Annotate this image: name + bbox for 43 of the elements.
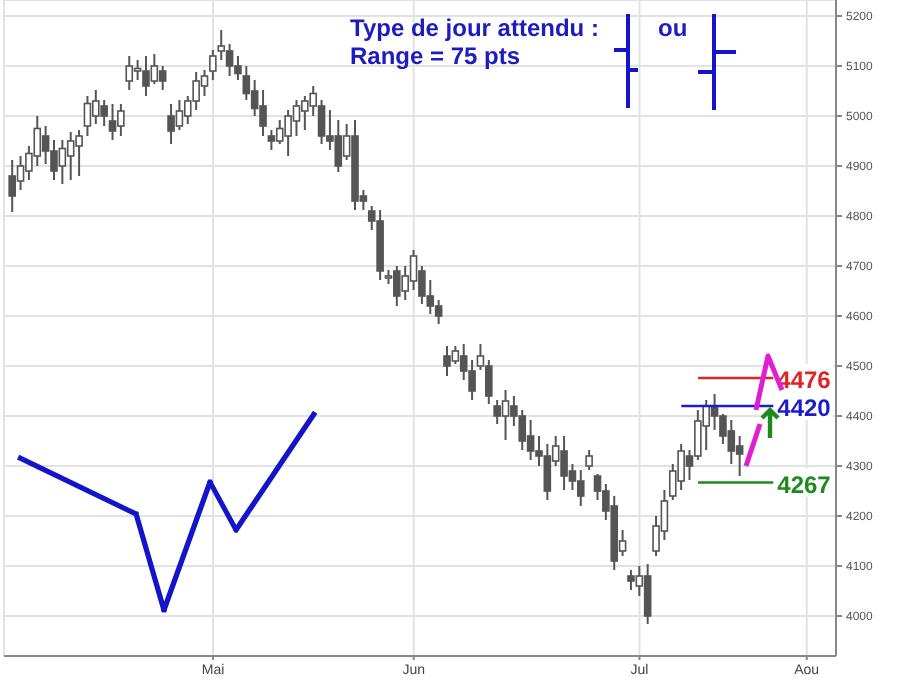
candlestick <box>735 435 744 477</box>
candlestick <box>92 89 100 125</box>
candlestick <box>501 389 510 441</box>
candlestick <box>41 125 50 165</box>
candlestick <box>125 55 134 91</box>
candlestick <box>434 299 443 325</box>
candlestick <box>485 359 493 405</box>
annotation: Range = 75 pts <box>350 42 523 70</box>
candlestick <box>727 419 736 465</box>
candlestick <box>493 399 501 425</box>
candlestick <box>133 59 142 81</box>
candlestick <box>242 65 251 101</box>
candlestick <box>58 139 67 185</box>
candlestick <box>66 131 75 181</box>
annotation: ou <box>658 14 688 42</box>
candlestick <box>560 435 568 491</box>
candlestick <box>543 443 552 501</box>
candlestick <box>585 449 593 471</box>
candlestick <box>158 65 167 91</box>
annotation: Type de jour attendu : <box>350 14 599 42</box>
candlestick <box>393 265 401 307</box>
candlestick <box>317 99 326 145</box>
ref-line-label: 4476 <box>777 366 832 394</box>
candlestick <box>443 345 451 377</box>
candlestick <box>292 99 301 137</box>
candlestick <box>267 129 276 151</box>
candlestick <box>142 55 150 97</box>
candlestick <box>100 99 108 127</box>
candlestick <box>576 469 585 507</box>
candlestick <box>16 155 25 191</box>
candlestick <box>117 103 125 137</box>
candlestick <box>225 43 234 77</box>
candlestick <box>627 569 635 591</box>
candlestick <box>643 563 652 625</box>
candlestick <box>108 103 117 141</box>
candlestick <box>150 53 159 85</box>
ref-line-label: 4267 <box>777 470 832 499</box>
candlestick <box>167 103 175 145</box>
candlestick <box>526 419 535 461</box>
candlestick <box>8 159 16 213</box>
ref-line-label: 4420 <box>777 394 832 422</box>
candlestick <box>175 99 184 131</box>
candlestick <box>409 249 418 291</box>
